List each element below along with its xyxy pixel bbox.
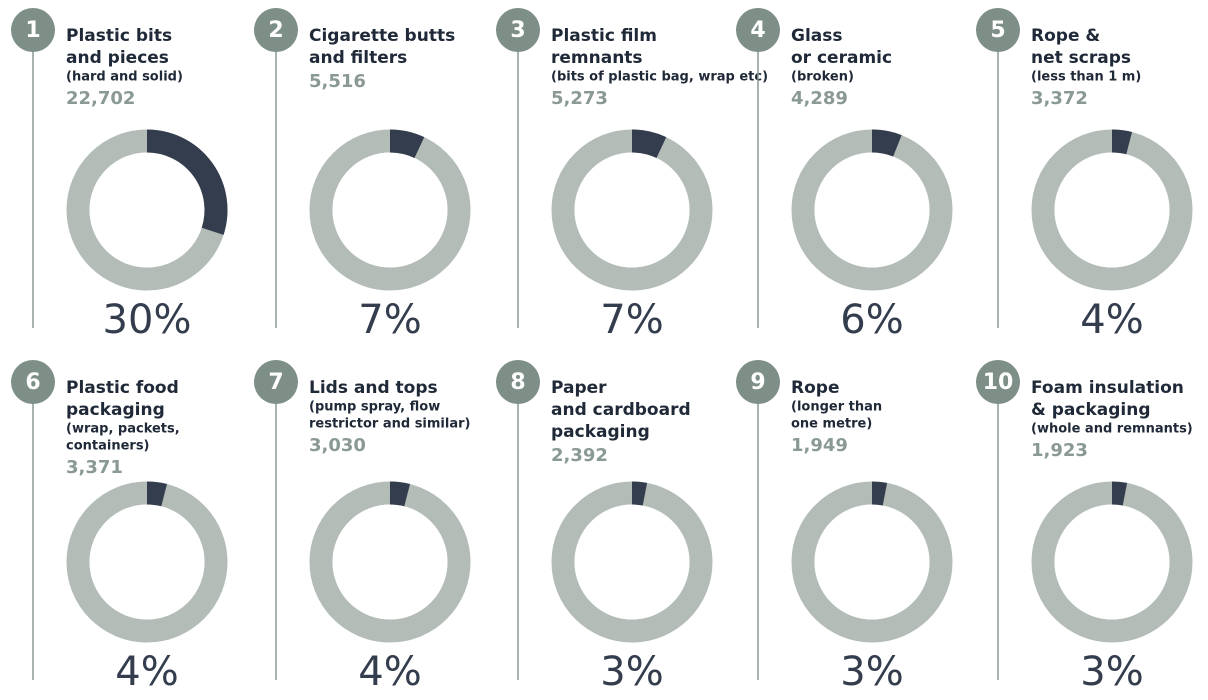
item-count: 1,949: [791, 435, 848, 456]
item-title: and pieces: [66, 48, 169, 68]
icon-backdrop: [89, 152, 205, 268]
icon-backdrop: [574, 504, 690, 620]
item-count: 5,273: [551, 88, 608, 109]
percent-label: 30%: [103, 297, 192, 343]
donut-segment: [631, 129, 667, 159]
item-count: 1,923: [1031, 440, 1088, 461]
icon-backdrop: [574, 152, 690, 268]
rank-number: 2: [268, 18, 283, 43]
percent-label: 4%: [115, 649, 178, 695]
item-count: 3,372: [1031, 88, 1088, 109]
rank-badge: [976, 360, 1020, 404]
rank-badge: [496, 360, 540, 404]
item-title: Plastic bits: [66, 26, 172, 46]
item-count: 22,702: [66, 88, 135, 109]
item-title: or ceramic: [791, 48, 892, 68]
item-title: packaging: [66, 400, 165, 420]
item-subtitle: (pump spray, flow: [309, 400, 440, 415]
item-title: Foam insulation: [1031, 378, 1184, 398]
donut-segment: [146, 129, 228, 235]
percent-label: 3%: [840, 649, 903, 695]
item-subtitle: (broken): [791, 70, 854, 85]
rank-number: 8: [510, 370, 525, 395]
donut-segment: [389, 481, 411, 507]
icon-backdrop: [1054, 504, 1170, 620]
item-subtitle: containers): [66, 439, 150, 454]
item-subtitle: (whole and remnants): [1031, 422, 1193, 437]
icon-backdrop: [89, 504, 205, 620]
item-title: & packaging: [1031, 400, 1151, 420]
item-subtitle: (wrap, packets,: [66, 422, 180, 437]
rank-number: 4: [750, 18, 765, 43]
item-title: Paper: [551, 378, 607, 398]
percent-label: 3%: [600, 649, 663, 695]
percent-label: 6%: [840, 297, 903, 343]
percent-label: 4%: [1080, 297, 1143, 343]
rank-number: 7: [268, 370, 283, 395]
rank-badge: [254, 8, 298, 52]
rank-badge: [976, 8, 1020, 52]
donut-segment: [871, 481, 888, 506]
rank-badge: [11, 8, 55, 52]
rank-number: 9: [750, 370, 765, 395]
donut-segment: [389, 129, 425, 159]
rank-number: 6: [25, 370, 40, 395]
item-subtitle: (hard and solid): [66, 70, 183, 85]
rank-number: 5: [990, 18, 1005, 43]
item-subtitle: (bits of plastic bag, wrap etc): [551, 70, 768, 85]
percent-label: 7%: [358, 297, 421, 343]
donut-segment: [1111, 481, 1128, 506]
rank-badge: [254, 360, 298, 404]
percent-label: 3%: [1080, 649, 1143, 695]
item-title: Lids and tops: [309, 378, 438, 398]
icon-backdrop: [814, 152, 930, 268]
item-title: net scraps: [1031, 48, 1131, 68]
donut-segment: [631, 481, 648, 506]
item-subtitle: restrictor and similar): [309, 417, 470, 432]
item-title: and cardboard: [551, 400, 691, 420]
item-count: 5,516: [309, 71, 366, 92]
item-title: Glass: [791, 26, 843, 46]
rank-badge: [736, 360, 780, 404]
item-subtitle: (less than 1 m): [1031, 70, 1141, 85]
donut-segment: [146, 481, 168, 507]
item-subtitle: one metre): [791, 417, 872, 432]
icon-backdrop: [1054, 152, 1170, 268]
rank-number: 3: [510, 18, 525, 43]
item-title: Cigarette butts: [309, 26, 455, 46]
rank-badge: [496, 8, 540, 52]
item-title: remnants: [551, 48, 643, 68]
donut-segment: [871, 129, 902, 157]
item-count: 3,030: [309, 435, 366, 456]
percent-label: 4%: [358, 649, 421, 695]
item-count: 2,392: [551, 445, 608, 466]
item-title: Plastic food: [66, 378, 179, 398]
percent-label: 7%: [600, 297, 663, 343]
rank-badge: [11, 360, 55, 404]
rank-badge: [736, 8, 780, 52]
item-count: 3,371: [66, 457, 123, 478]
item-subtitle: (longer than: [791, 400, 882, 415]
rank-number: 1: [25, 18, 40, 43]
item-title: Plastic film: [551, 26, 657, 46]
icon-backdrop: [332, 152, 448, 268]
item-title: and filters: [309, 48, 407, 68]
icon-backdrop: [814, 504, 930, 620]
item-count: 4,289: [791, 88, 848, 109]
item-title: Rope: [791, 378, 839, 398]
icon-backdrop: [332, 504, 448, 620]
item-title: packaging: [551, 422, 650, 442]
item-title: Rope &: [1031, 26, 1100, 46]
donut-segment: [1111, 129, 1133, 155]
rank-number: 10: [983, 370, 1014, 395]
